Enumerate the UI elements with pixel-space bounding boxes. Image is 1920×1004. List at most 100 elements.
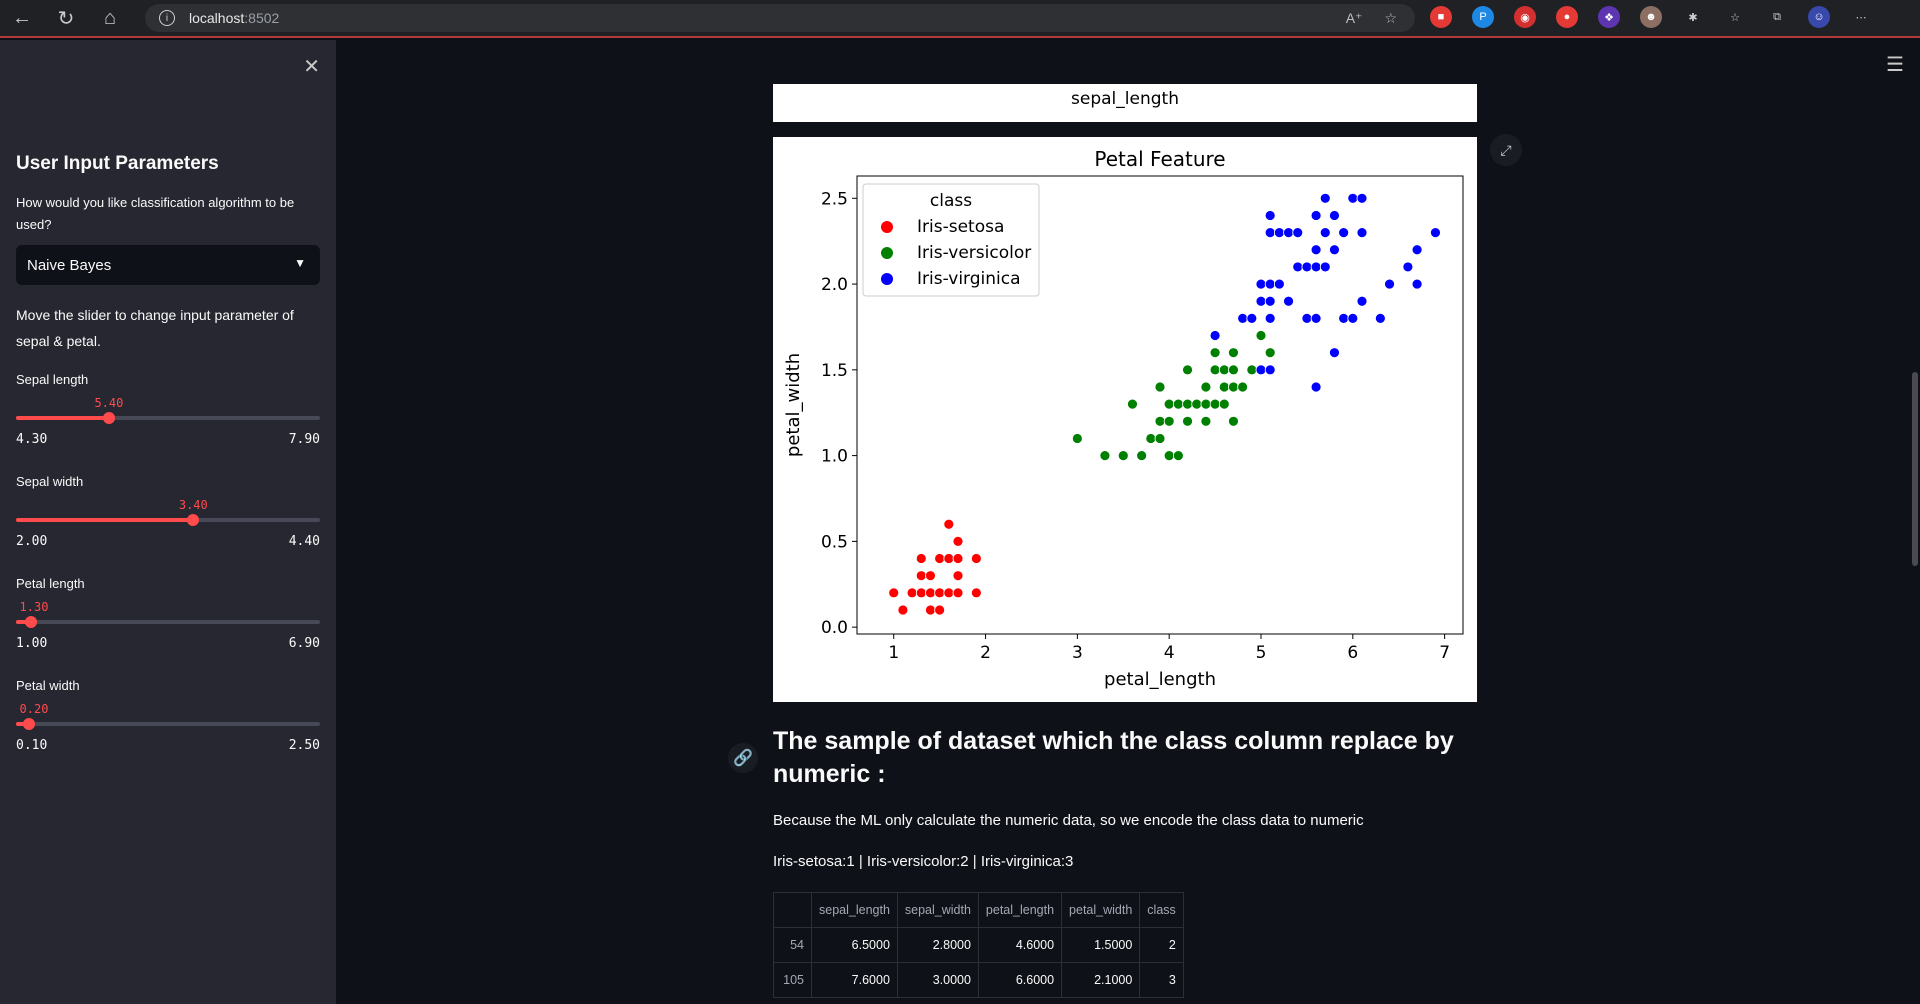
more-icon[interactable]: ⋯ <box>1855 11 1867 24</box>
slider-thumb[interactable] <box>25 616 38 628</box>
column-header[interactable] <box>773 892 812 928</box>
sepal-length-slider[interactable]: Sepal length 5.40 4.30 7.90 <box>16 372 320 452</box>
chart-title: Petal Feature <box>1094 147 1225 171</box>
data-point <box>1283 227 1294 239</box>
data-point <box>1237 312 1249 324</box>
table-row: 54 6.5000 2.8000 4.6000 1.5000 2 <box>773 927 1184 963</box>
page-scrollbar[interactable] <box>1912 372 1918 566</box>
read-aloud-icon[interactable]: A⁺ <box>1345 9 1363 26</box>
slider-track[interactable] <box>16 416 320 420</box>
home-icon[interactable]: ⌂ <box>103 6 117 29</box>
data-point <box>1264 227 1276 239</box>
data-point <box>1191 398 1203 410</box>
slider-thumb[interactable] <box>22 718 35 730</box>
algorithm-select[interactable]: Naive Bayes ▼ <box>16 245 320 285</box>
petal-length-slider[interactable]: Petal length 1.30 1.00 6.90 <box>16 576 320 656</box>
extension-icon[interactable]: ◉ <box>1514 6 1536 28</box>
profile-avatar[interactable]: ☺ <box>1808 6 1830 28</box>
favorite-icon[interactable]: ☆ <box>1384 9 1397 26</box>
slider-thumb[interactable] <box>102 412 115 424</box>
data-point <box>1264 347 1276 359</box>
data-point <box>1430 227 1441 239</box>
table-cell: 3 <box>1139 962 1184 998</box>
data-point <box>1154 433 1166 444</box>
address-host: localhost <box>189 10 245 26</box>
slider-label: Petal width <box>16 678 80 693</box>
data-point <box>906 587 918 599</box>
fullscreen-expand-icon[interactable]: ⤢ <box>1490 134 1522 166</box>
data-point <box>1209 330 1221 341</box>
link-anchor-icon[interactable]: 🔗 <box>728 743 758 773</box>
slider-track[interactable] <box>16 620 320 624</box>
extension-icon[interactable]: ☻ <box>1640 6 1662 28</box>
data-point <box>1228 364 1239 376</box>
column-header[interactable]: petal_length <box>977 892 1063 928</box>
row-index: 105 <box>773 962 812 998</box>
hamburger-menu-icon[interactable]: ☰ <box>1886 54 1904 76</box>
data-point <box>1264 295 1276 307</box>
data-point <box>1338 227 1350 239</box>
slider-track[interactable] <box>16 722 320 726</box>
data-point <box>1255 330 1267 341</box>
data-point <box>1301 261 1313 273</box>
data-point <box>1402 261 1414 273</box>
column-header[interactable]: sepal_length <box>811 892 898 928</box>
y-tick-label: 2.0 <box>821 275 848 295</box>
data-point <box>1228 415 1239 427</box>
petal-width-slider[interactable]: Petal width 0.20 0.10 2.50 <box>16 678 320 758</box>
legend-label: Iris-setosa <box>917 217 1004 237</box>
data-point <box>934 604 946 616</box>
data-point <box>1310 210 1322 221</box>
collections-icon[interactable]: ⧉ <box>1773 10 1781 23</box>
slider-value: 3.40 <box>178 498 208 512</box>
data-point <box>1384 278 1395 290</box>
site-info-icon[interactable]: i <box>159 10 175 26</box>
table-cell: 1.5000 <box>1061 927 1141 963</box>
address-port: :8502 <box>244 10 280 26</box>
data-point <box>1264 210 1276 221</box>
data-point <box>915 553 927 564</box>
data-point <box>1127 398 1138 410</box>
data-point <box>1310 261 1322 273</box>
slider-min: 4.30 <box>16 432 48 447</box>
data-point <box>952 553 964 564</box>
y-tick-label: 0.5 <box>821 532 848 552</box>
slider-thumb[interactable] <box>187 514 200 526</box>
encoding-explanation: Because the ML only calculate the numeri… <box>773 812 1364 829</box>
data-point <box>1182 398 1193 410</box>
algorithm-select-value: Naive Bayes <box>27 256 112 274</box>
data-point <box>1200 398 1212 410</box>
extension-icon[interactable]: P <box>1472 6 1494 28</box>
slider-min: 1.00 <box>16 636 48 651</box>
chevron-down-icon: ▼ <box>294 256 306 270</box>
sepal-width-slider[interactable]: Sepal width 3.40 2.00 4.40 <box>16 474 320 554</box>
petal-feature-chart: Petal Feature petal_length petal_width 1 2 3 4… <box>773 137 1477 702</box>
data-point <box>1163 398 1175 410</box>
close-sidebar-icon[interactable]: ✕ <box>303 56 320 78</box>
data-point <box>925 604 936 616</box>
column-header[interactable]: petal_width <box>1061 892 1141 928</box>
address-bar[interactable]: i localhost:8502 A⁺ ☆ <box>145 4 1415 32</box>
data-point <box>915 570 927 582</box>
extension-icon[interactable]: ● <box>1556 6 1578 28</box>
extension-icon[interactable]: ■ <box>1430 6 1452 28</box>
data-point <box>1209 364 1221 376</box>
data-point <box>1329 244 1340 256</box>
extension-icon[interactable]: ❖ <box>1598 6 1620 28</box>
column-header[interactable]: sepal_width <box>896 892 979 928</box>
data-point <box>1200 415 1212 427</box>
favorites-bar-icon[interactable]: ☆ <box>1730 11 1740 24</box>
dataset-table: sepal_length sepal_width petal_length pe… <box>773 892 1184 998</box>
legend-marker <box>881 247 893 259</box>
extensions-puzzle-icon[interactable]: ✱ <box>1688 11 1698 24</box>
refresh-icon[interactable]: ↻ <box>57 7 75 30</box>
column-header[interactable]: class <box>1139 892 1184 928</box>
data-point <box>1255 364 1267 376</box>
back-icon[interactable]: ← <box>12 6 32 29</box>
data-point <box>1283 295 1294 307</box>
data-point <box>1356 295 1368 307</box>
slider-fill <box>16 620 32 624</box>
x-tick-label: 3 <box>1072 643 1083 663</box>
data-point <box>1209 398 1221 410</box>
slider-fill <box>16 518 194 522</box>
